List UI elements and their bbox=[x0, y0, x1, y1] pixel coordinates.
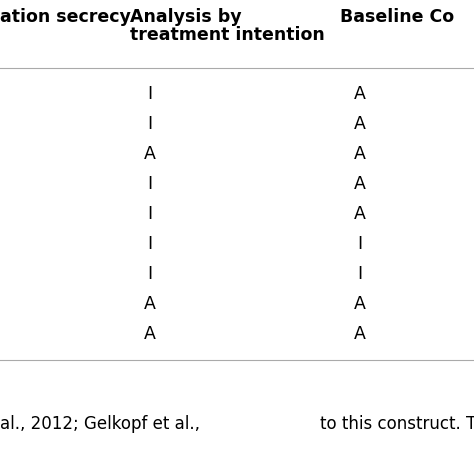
Text: A: A bbox=[144, 325, 156, 343]
Text: A: A bbox=[354, 205, 366, 223]
Text: I: I bbox=[147, 115, 153, 133]
Text: I: I bbox=[357, 235, 363, 253]
Text: Analysis by: Analysis by bbox=[130, 8, 242, 26]
Text: I: I bbox=[147, 265, 153, 283]
Text: A: A bbox=[354, 115, 366, 133]
Text: to this construct. Th: to this construct. Th bbox=[320, 415, 474, 433]
Text: I: I bbox=[147, 85, 153, 103]
Text: Baseline Co: Baseline Co bbox=[340, 8, 454, 26]
Text: treatment intention: treatment intention bbox=[130, 26, 325, 44]
Text: A: A bbox=[354, 295, 366, 313]
Text: ation secrecy: ation secrecy bbox=[0, 8, 131, 26]
Text: A: A bbox=[144, 145, 156, 163]
Text: I: I bbox=[147, 205, 153, 223]
Text: A: A bbox=[354, 145, 366, 163]
Text: I: I bbox=[147, 175, 153, 193]
Text: I: I bbox=[147, 235, 153, 253]
Text: I: I bbox=[357, 265, 363, 283]
Text: A: A bbox=[144, 295, 156, 313]
Text: al., 2012; Gelkopf et al.,: al., 2012; Gelkopf et al., bbox=[0, 415, 200, 433]
Text: A: A bbox=[354, 175, 366, 193]
Text: A: A bbox=[354, 85, 366, 103]
Text: A: A bbox=[354, 325, 366, 343]
